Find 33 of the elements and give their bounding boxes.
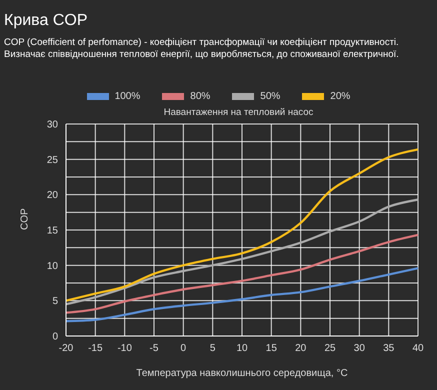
legend-label: 100%	[114, 91, 140, 102]
legend-label: 50%	[259, 91, 280, 102]
y-tick-label: 20	[46, 190, 58, 202]
x-tick-label: 0	[180, 343, 187, 354]
x-tick-label: 15	[266, 343, 278, 354]
x-tick-label: 20	[295, 343, 307, 354]
x-tick-label: 10	[236, 343, 248, 354]
legend-title: Навантаження на тепловий насос	[162, 107, 314, 118]
x-axis-title: Температура навколишнього середовища, °C	[136, 368, 348, 379]
x-tick-label: 40	[412, 343, 424, 354]
y-tick-label: 0	[52, 332, 58, 343]
x-tick-label: -20	[58, 343, 74, 354]
chart-title: Крива COP	[4, 12, 88, 30]
x-tick-label: 35	[383, 343, 395, 354]
x-tick-label: 5	[210, 343, 216, 354]
x-tick-label: -10	[117, 343, 132, 354]
y-axis-title: COP	[20, 208, 31, 230]
chart-subtitle: COP (Coefficient of perfomance) - коефіцієнт трансформації чи коефіцієнт продуктивності. Визначає співвідношення теплової енергії, що виробляється, до споживаної електричної.	[4, 37, 400, 61]
y-tick-label: 10	[46, 260, 58, 272]
line-series	[64, 198, 420, 306]
y-tick-label: 25	[46, 154, 58, 166]
x-tick-label: 25	[324, 343, 336, 354]
line-series	[64, 267, 420, 322]
y-tick-label: 30	[46, 120, 58, 131]
line-series	[64, 234, 420, 314]
legend-label: 80%	[189, 91, 210, 102]
y-tick-label: 5	[52, 296, 58, 308]
y-tick-label: 15	[46, 226, 58, 237]
line-series	[64, 148, 420, 302]
x-tick-label: 30	[354, 343, 366, 354]
x-tick-label: -15	[88, 343, 103, 354]
x-tick-label: -5	[150, 343, 159, 354]
legend-label: 20%	[329, 91, 350, 102]
